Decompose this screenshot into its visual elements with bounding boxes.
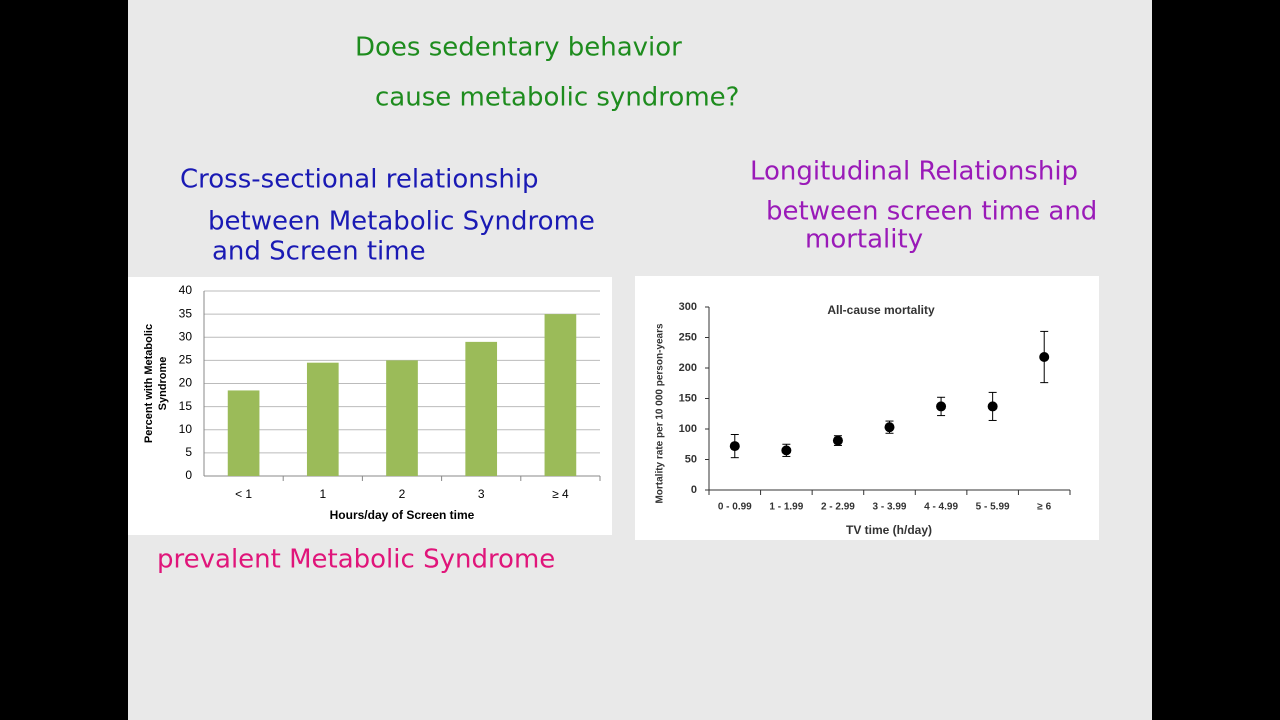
bar (306, 362, 339, 476)
chart-title: All-cause mortality (827, 303, 935, 317)
bar (227, 390, 260, 476)
bar-chart-panel (128, 277, 612, 535)
bar (544, 314, 577, 476)
y-tick-label: 0 (185, 468, 192, 482)
bar (386, 360, 418, 476)
y-axis-label: Syndrome (157, 357, 169, 411)
handwritten-note: between Metabolic Syndrome (208, 207, 595, 237)
x-tick-label: ≥ 6 (1037, 502, 1051, 513)
bar (465, 341, 498, 476)
handwritten-note: mortality (805, 225, 923, 255)
x-axis-label: Hours/day of Screen time (330, 508, 475, 522)
data-point (884, 422, 895, 433)
y-tick-label: 15 (179, 399, 193, 413)
handwritten-note: between screen time and (766, 197, 1097, 227)
data-point (1039, 352, 1050, 363)
y-axis-label: Percent with Metabolic (143, 324, 155, 443)
y-tick-label: 35 (179, 306, 193, 320)
x-tick-label: 0 - 0.99 (718, 502, 752, 513)
handwritten-note: Does sedentary behavior (355, 33, 682, 63)
x-tick-label: 2 - 2.99 (821, 502, 855, 513)
x-tick-label: 5 - 5.99 (976, 502, 1010, 513)
handwritten-note: prevalent Metabolic Syndrome (157, 545, 555, 575)
x-tick-label: < 1 (235, 487, 252, 501)
x-tick-label: ≥ 4 (552, 487, 569, 501)
x-tick-label: 2 (399, 487, 406, 501)
y-tick-label: 150 (679, 392, 697, 404)
y-tick-label: 250 (679, 331, 697, 343)
y-axis-label: Mortality rate per 10 000 person-years (655, 323, 666, 504)
y-tick-label: 50 (685, 453, 697, 465)
handwritten-note: and Screen time (212, 237, 426, 267)
y-tick-label: 200 (679, 362, 697, 374)
x-tick-label: 3 - 3.99 (873, 502, 907, 513)
data-point (729, 441, 740, 452)
data-point (832, 435, 843, 446)
handwritten-note: Longitudinal Relationship (750, 157, 1078, 187)
y-tick-label: 100 (679, 423, 697, 435)
y-tick-label: 300 (679, 301, 697, 313)
y-tick-label: 0 (691, 484, 697, 496)
y-tick-label: 30 (179, 329, 193, 343)
y-tick-label: 20 (179, 376, 193, 390)
y-tick-label: 5 (185, 445, 192, 459)
y-tick-label: 40 (179, 283, 193, 297)
data-point (936, 401, 947, 412)
y-tick-label: 10 (179, 422, 193, 436)
x-tick-label: 1 (319, 487, 326, 501)
x-axis-label: TV time (h/day) (846, 523, 932, 537)
x-tick-label: 1 - 1.99 (769, 502, 803, 513)
x-tick-label: 4 - 4.99 (924, 502, 958, 513)
data-point (781, 445, 792, 456)
handwritten-note: cause metabolic syndrome? (375, 83, 739, 113)
data-point (987, 401, 998, 412)
handwritten-note: Cross-sectional relationship (180, 165, 539, 195)
x-tick-label: 3 (478, 487, 485, 501)
mortality-chart-panel (635, 276, 1099, 540)
y-tick-label: 25 (179, 353, 193, 367)
